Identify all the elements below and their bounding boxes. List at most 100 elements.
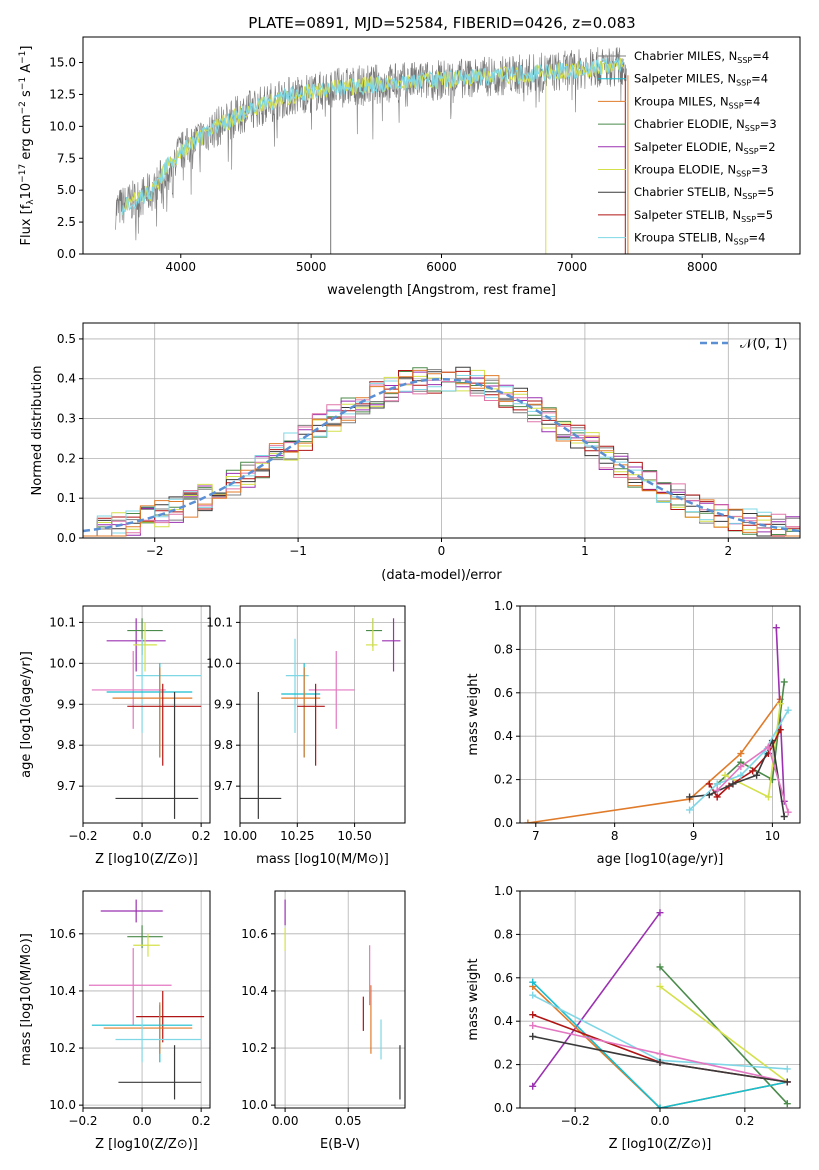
age-vs-mass-panel: 10.00 10.25 10.50 9.7 9.8 9.9 10.0 10.1 mass [lo… xyxy=(206,605,406,867)
series-marker-1-1 xyxy=(783,1100,791,1108)
y-label-part: λ xyxy=(26,199,36,205)
y-tick-label: 0.4 xyxy=(494,1014,513,1028)
legend-normal-label: 𝒩(0, 1) xyxy=(740,337,787,352)
series-marker-0-2 xyxy=(737,750,745,758)
series-marker-4-0 xyxy=(529,978,537,986)
y-tick-label: 0.5 xyxy=(57,332,76,346)
legend-entry-7: Salpeter STELIB, NSSP=5 xyxy=(634,208,773,224)
model-spectrum-kroupa-stelib xyxy=(121,57,625,216)
y-tick-label: 0.6 xyxy=(494,686,513,700)
legend-label: Chabrier MILES, N xyxy=(634,49,737,63)
plot-area xyxy=(91,618,202,819)
y-tick-label: 10.0 xyxy=(206,656,233,670)
x-axis-label: E(B-V) xyxy=(320,1137,360,1152)
y-tick-label: 0.4 xyxy=(494,729,513,743)
y-tick-label: 10.0 xyxy=(49,656,76,670)
x-tick-label: −0.2 xyxy=(68,1114,97,1128)
y-tick-label: 0.0 xyxy=(494,816,513,830)
legend-entry-6: Chabrier STELIB, NSSP=5 xyxy=(634,185,774,201)
y-tick-label: 2.5 xyxy=(57,215,76,229)
plot-area xyxy=(115,47,629,254)
series-marker-3-1 xyxy=(764,793,772,801)
mass-vs-ebv-panel: 0.00 0.05 10.0 10.2 10.4 10.6 E(B-V) xyxy=(241,890,406,1152)
series-line-1 xyxy=(659,966,788,1105)
y-label-part: A xyxy=(19,64,34,77)
x-tick-label: 10 xyxy=(765,829,780,843)
legend-label: Chabrier STELIB, N xyxy=(634,185,742,199)
y-tick-label: 0.4 xyxy=(57,372,76,386)
axes-frame xyxy=(274,890,406,1109)
y-tick-label: 10.6 xyxy=(241,927,268,941)
axes-frame xyxy=(519,605,801,824)
x-tick-label: −0.2 xyxy=(561,1114,590,1128)
y-label-part: −2 xyxy=(18,101,28,114)
legend-sub: SSP xyxy=(745,124,760,133)
y-tick-label: 5.0 xyxy=(57,183,76,197)
legend-sub: SSP xyxy=(729,101,744,110)
legend-count: =4 xyxy=(744,94,761,108)
y-tick-label: 9.8 xyxy=(57,738,76,752)
x-tick-label: 0.0 xyxy=(133,829,152,843)
legend-label: Kroupa MILES, N xyxy=(634,94,729,108)
legend-count: =2 xyxy=(759,140,776,154)
legend-label: Salpeter MILES, N xyxy=(634,72,736,86)
y-tick-label: 9.9 xyxy=(214,697,233,711)
y-tick-label: 10.2 xyxy=(241,1041,268,1055)
x-tick-label: 0.05 xyxy=(335,1114,362,1128)
series-marker-6-0 xyxy=(686,806,694,814)
legend-entry-0: Chabrier MILES, NSSP=4 xyxy=(634,49,769,65)
series-marker-5-2 xyxy=(729,780,737,788)
x-tick-label: 10.25 xyxy=(280,829,314,843)
series-line-0 xyxy=(527,698,781,823)
y-axis-label: mass [log10(M/M⊙)] xyxy=(19,933,34,1066)
legend-sub: SSP xyxy=(742,192,757,201)
legend-count: =4 xyxy=(751,72,768,86)
y-label-part: ] xyxy=(19,46,34,51)
y-label-part: erg cm xyxy=(19,114,34,163)
y-tick-label: 10.2 xyxy=(49,1041,76,1055)
series-marker-4-5 xyxy=(776,726,784,734)
series-marker-1-0 xyxy=(656,963,664,971)
y-tick-label: 0.8 xyxy=(494,642,513,656)
x-tick-label: 0.2 xyxy=(192,829,211,843)
x-tick-label: −0.2 xyxy=(68,829,97,843)
histogram-series-5 xyxy=(83,370,800,537)
legend-count: =3 xyxy=(760,117,777,131)
series-marker-7-2 xyxy=(764,743,772,751)
y-tick-label: 9.7 xyxy=(214,779,233,793)
series-line-2 xyxy=(716,681,785,785)
y-axis-label: age [log10(age/yr)] xyxy=(19,651,34,778)
age-vs-metallicity-panel: −0.2 0.0 0.2 9.7 9.8 9.9 10.0 10.1 Z [log10(Z/Z⊙… xyxy=(19,605,211,867)
x-tick-label: 0.0 xyxy=(133,1114,152,1128)
x-tick-label: 0.2 xyxy=(192,1114,211,1128)
series-marker-6-4 xyxy=(784,706,792,714)
y-label-part: 10 xyxy=(19,183,34,200)
y-tick-label: 0.0 xyxy=(57,247,76,261)
series-marker-5-0 xyxy=(529,991,537,999)
y-tick-label: 9.8 xyxy=(214,738,233,752)
legend-count: =4 xyxy=(749,231,766,245)
legend-entry-4: Salpeter ELODIE, NSSP=2 xyxy=(634,140,776,156)
normal-reference-curve xyxy=(83,377,800,533)
series-marker-5-3 xyxy=(753,771,761,779)
x-tick-label: 10.50 xyxy=(337,829,371,843)
series-marker-5-5 xyxy=(780,812,788,820)
plot-area xyxy=(240,618,401,819)
plot-area xyxy=(88,899,205,1100)
legend-label: Kroupa STELIB, N xyxy=(634,231,734,245)
legend-label: Salpeter STELIB, N xyxy=(634,208,741,222)
x-axis-label: Z [log10(Z/Z⊙)] xyxy=(95,1137,198,1152)
massweight-vs-age-panel: 7 8 9 10 0.0 0.2 0.4 0.6 0.8 1.0 age [log10(age/yr… xyxy=(466,599,801,867)
x-axis-label: Z [log10(Z/Z⊙)] xyxy=(95,852,198,867)
series-marker-7-0 xyxy=(713,786,721,794)
y-tick-label: 9.9 xyxy=(57,697,76,711)
x-tick-label: 0.2 xyxy=(735,1114,754,1128)
x-tick-label: 8 xyxy=(611,829,619,843)
legend-entry-3: Chabrier ELODIE, NSSP=3 xyxy=(634,117,777,133)
x-tick-label: 7 xyxy=(532,829,540,843)
y-tick-label: 0.1 xyxy=(57,491,76,505)
legend-entry-2: Kroupa MILES, NSSP=4 xyxy=(634,94,760,110)
series-marker-7-3 xyxy=(784,808,792,816)
x-axis-label: wavelength [Angstrom, rest frame] xyxy=(327,283,556,298)
